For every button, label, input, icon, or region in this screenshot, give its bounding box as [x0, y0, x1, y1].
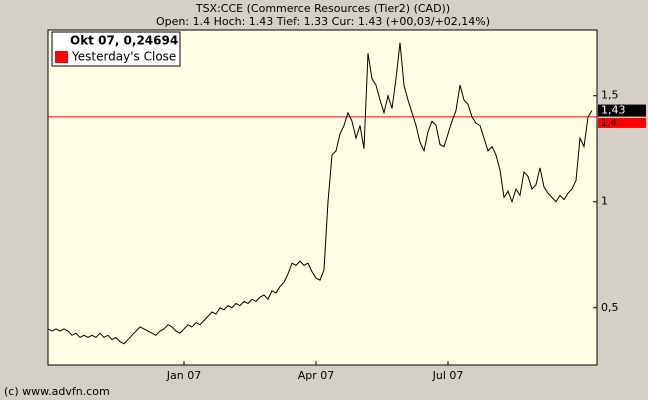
reference-box — [598, 117, 646, 128]
legend-swatch — [55, 51, 68, 63]
legend-label: Yesterday's Close — [71, 50, 176, 64]
last-value-box — [598, 104, 646, 117]
x-tick-label: Apr 07 — [298, 369, 335, 382]
price-line — [47, 42, 593, 345]
reference-label: 1,4 — [601, 118, 617, 129]
x-tick-label: Jul 07 — [432, 369, 464, 382]
legend — [51, 31, 181, 67]
y-tick-label: 1 — [601, 195, 608, 208]
y-tick-label: 1,5 — [601, 89, 619, 102]
chart-title: TSX:CCE (Commerce Resources (Tier2) (CAD… — [195, 2, 450, 15]
y-tick-label: 0,5 — [601, 301, 619, 314]
plot-area — [47, 29, 598, 366]
credit: (c) www.advfn.com — [4, 385, 110, 398]
chart-subtitle: Open: 1.4 Hoch: 1.43 Tief: 1.33 Cur: 1.4… — [156, 15, 490, 28]
last-value-label: 1,43 — [601, 104, 626, 117]
x-tick-label: Jan 07 — [166, 369, 201, 382]
hover-label: Okt 07, 0,24694 — [70, 34, 178, 48]
